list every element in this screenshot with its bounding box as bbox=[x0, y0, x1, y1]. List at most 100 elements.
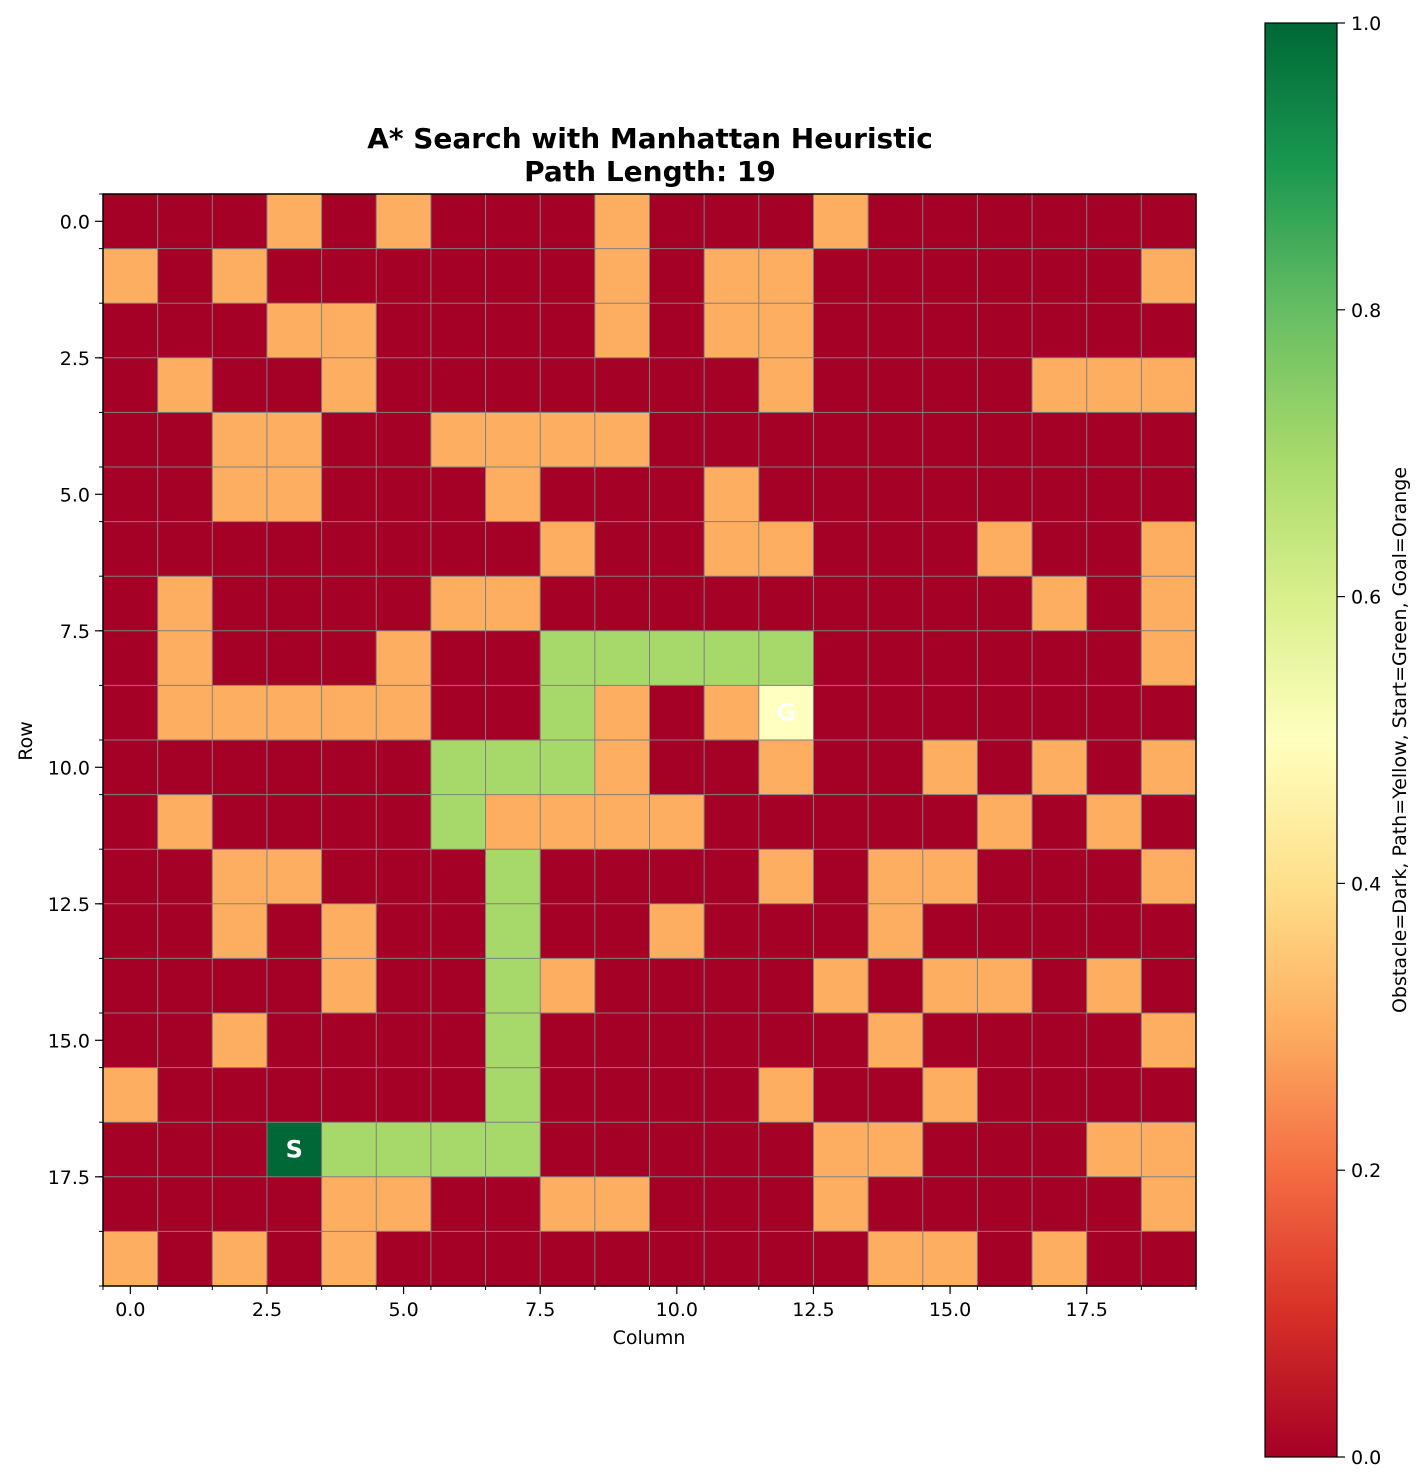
heatmap-cell bbox=[376, 1067, 432, 1123]
heatmap-cell bbox=[430, 1231, 487, 1287]
heatmap-cell bbox=[540, 412, 596, 468]
heatmap-cell bbox=[704, 1231, 760, 1287]
heatmap-cell bbox=[266, 521, 323, 577]
heatmap-cell bbox=[485, 248, 541, 304]
heatmap-cell bbox=[649, 903, 705, 959]
path-markers: SG bbox=[286, 699, 796, 1164]
heatmap-cell bbox=[376, 958, 432, 1014]
heatmap-cell bbox=[868, 903, 924, 959]
y-tick-label: 17.5 bbox=[48, 1167, 90, 1189]
x-tick-label: 2.5 bbox=[252, 1299, 282, 1321]
heatmap-cell bbox=[813, 794, 869, 850]
heatmap-cell bbox=[212, 1176, 268, 1232]
chart-title-line1: A* Search with Manhattan Heuristic bbox=[367, 122, 933, 155]
heatmap-cell bbox=[594, 467, 651, 523]
heatmap-cell bbox=[485, 849, 541, 905]
heatmap-cell bbox=[1141, 357, 1197, 413]
heatmap-cell bbox=[1032, 467, 1088, 523]
heatmap-cell bbox=[977, 412, 1033, 468]
heatmap-cell bbox=[321, 849, 377, 905]
heatmap-cell bbox=[266, 576, 323, 632]
heatmap-cell bbox=[649, 849, 705, 905]
y-axis-label: Row bbox=[15, 721, 37, 761]
heatmap-cell bbox=[649, 1067, 705, 1123]
x-tick-label: 12.5 bbox=[792, 1299, 834, 1321]
heatmap-cell bbox=[704, 1176, 760, 1232]
heatmap-cell bbox=[1032, 521, 1088, 577]
y-tick-label: 0.0 bbox=[60, 211, 90, 233]
heatmap-cell bbox=[103, 1176, 159, 1232]
heatmap-cell bbox=[1086, 521, 1142, 577]
heatmap-cell bbox=[376, 794, 432, 850]
heatmap-cell bbox=[649, 194, 705, 250]
heatmap-cell bbox=[157, 849, 213, 905]
heatmap-cell bbox=[157, 521, 213, 577]
heatmap-cell bbox=[868, 794, 924, 850]
heatmap-cell bbox=[977, 576, 1033, 632]
heatmap-cell bbox=[868, 685, 924, 741]
y-tick-label: 15.0 bbox=[48, 1030, 90, 1052]
heatmap-cell bbox=[485, 740, 541, 796]
heatmap-cell bbox=[321, 1231, 377, 1287]
heatmap-cell bbox=[594, 303, 651, 359]
heatmap-cell bbox=[704, 576, 760, 632]
heatmap-cell bbox=[758, 1176, 815, 1232]
heatmap-cell bbox=[1032, 412, 1088, 468]
heatmap-cell bbox=[321, 740, 377, 796]
heatmap-cell bbox=[977, 1067, 1033, 1123]
x-tick-label: 15.0 bbox=[929, 1299, 971, 1321]
heatmap-cell bbox=[376, 412, 432, 468]
heatmap-cell bbox=[266, 740, 323, 796]
heatmap-cell bbox=[813, 1067, 869, 1123]
heatmap-cell bbox=[758, 248, 815, 304]
heatmap-cell bbox=[1141, 576, 1197, 632]
heatmap-cell bbox=[376, 576, 432, 632]
heatmap-cell bbox=[813, 849, 869, 905]
heatmap-cell bbox=[1141, 740, 1197, 796]
heatmap-cell bbox=[266, 849, 323, 905]
heatmap-cell bbox=[922, 1013, 978, 1069]
heatmap-cell bbox=[485, 576, 541, 632]
heatmap-cell bbox=[594, 849, 651, 905]
heatmap-cell bbox=[103, 794, 159, 850]
heatmap-cell bbox=[977, 630, 1033, 686]
heatmap-cell bbox=[430, 685, 487, 741]
heatmap-cell bbox=[1086, 630, 1142, 686]
heatmap-cell bbox=[649, 1231, 705, 1287]
heatmap-cell bbox=[212, 903, 268, 959]
heatmap-cell bbox=[1032, 740, 1088, 796]
heatmap-cell bbox=[704, 194, 760, 250]
heatmap-cell bbox=[1141, 1067, 1197, 1123]
heatmap-cell bbox=[430, 194, 487, 250]
heatmap-cell bbox=[540, 794, 596, 850]
heatmap-cell bbox=[868, 1231, 924, 1287]
heatmap-cell bbox=[1086, 248, 1142, 304]
heatmap-cell bbox=[758, 958, 815, 1014]
heatmap-cell bbox=[1086, 958, 1142, 1014]
y-tick-label: 7.5 bbox=[60, 621, 90, 643]
heatmap-cell bbox=[376, 521, 432, 577]
heatmap-cell bbox=[704, 357, 760, 413]
heatmap-cell bbox=[1032, 576, 1088, 632]
heatmap-cell bbox=[758, 1013, 815, 1069]
heatmap-cell bbox=[321, 248, 377, 304]
chart-title-line2: Path Length: 19 bbox=[524, 155, 776, 188]
heatmap-cell bbox=[321, 903, 377, 959]
heatmap-cell bbox=[1086, 357, 1142, 413]
heatmap-cell bbox=[266, 194, 323, 250]
heatmap-cell bbox=[157, 630, 213, 686]
heatmap-cell bbox=[430, 1122, 487, 1178]
heatmap-cell bbox=[485, 685, 541, 741]
heatmap-cell bbox=[868, 412, 924, 468]
heatmap-cells bbox=[103, 194, 1197, 1287]
heatmap-cell bbox=[868, 849, 924, 905]
heatmap-cell bbox=[977, 1231, 1033, 1287]
heatmap-cell bbox=[266, 903, 323, 959]
heatmap-cell bbox=[157, 1176, 213, 1232]
heatmap-cell bbox=[649, 357, 705, 413]
x-tick-label: 10.0 bbox=[656, 1299, 698, 1321]
heatmap-cell bbox=[540, 357, 596, 413]
heatmap-cell bbox=[922, 685, 978, 741]
heatmap-cell bbox=[649, 1176, 705, 1232]
x-axis-ticks: 0.0 2.5 5.0 7.5 10.0 12.5 15.0 17.5 bbox=[102, 1286, 1197, 1321]
